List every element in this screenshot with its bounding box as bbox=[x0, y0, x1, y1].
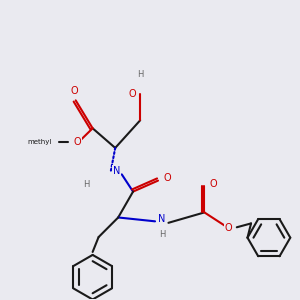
Text: O: O bbox=[209, 179, 217, 189]
Text: O: O bbox=[128, 88, 136, 98]
Text: N: N bbox=[113, 166, 120, 176]
Text: O: O bbox=[74, 137, 81, 147]
Text: H: H bbox=[159, 230, 165, 239]
Text: O: O bbox=[70, 86, 78, 96]
Text: H: H bbox=[83, 180, 90, 189]
Text: methyl: methyl bbox=[28, 139, 52, 145]
Text: O: O bbox=[225, 223, 232, 233]
Text: N: N bbox=[158, 214, 166, 224]
Text: H: H bbox=[137, 70, 143, 79]
Text: O: O bbox=[164, 173, 171, 183]
